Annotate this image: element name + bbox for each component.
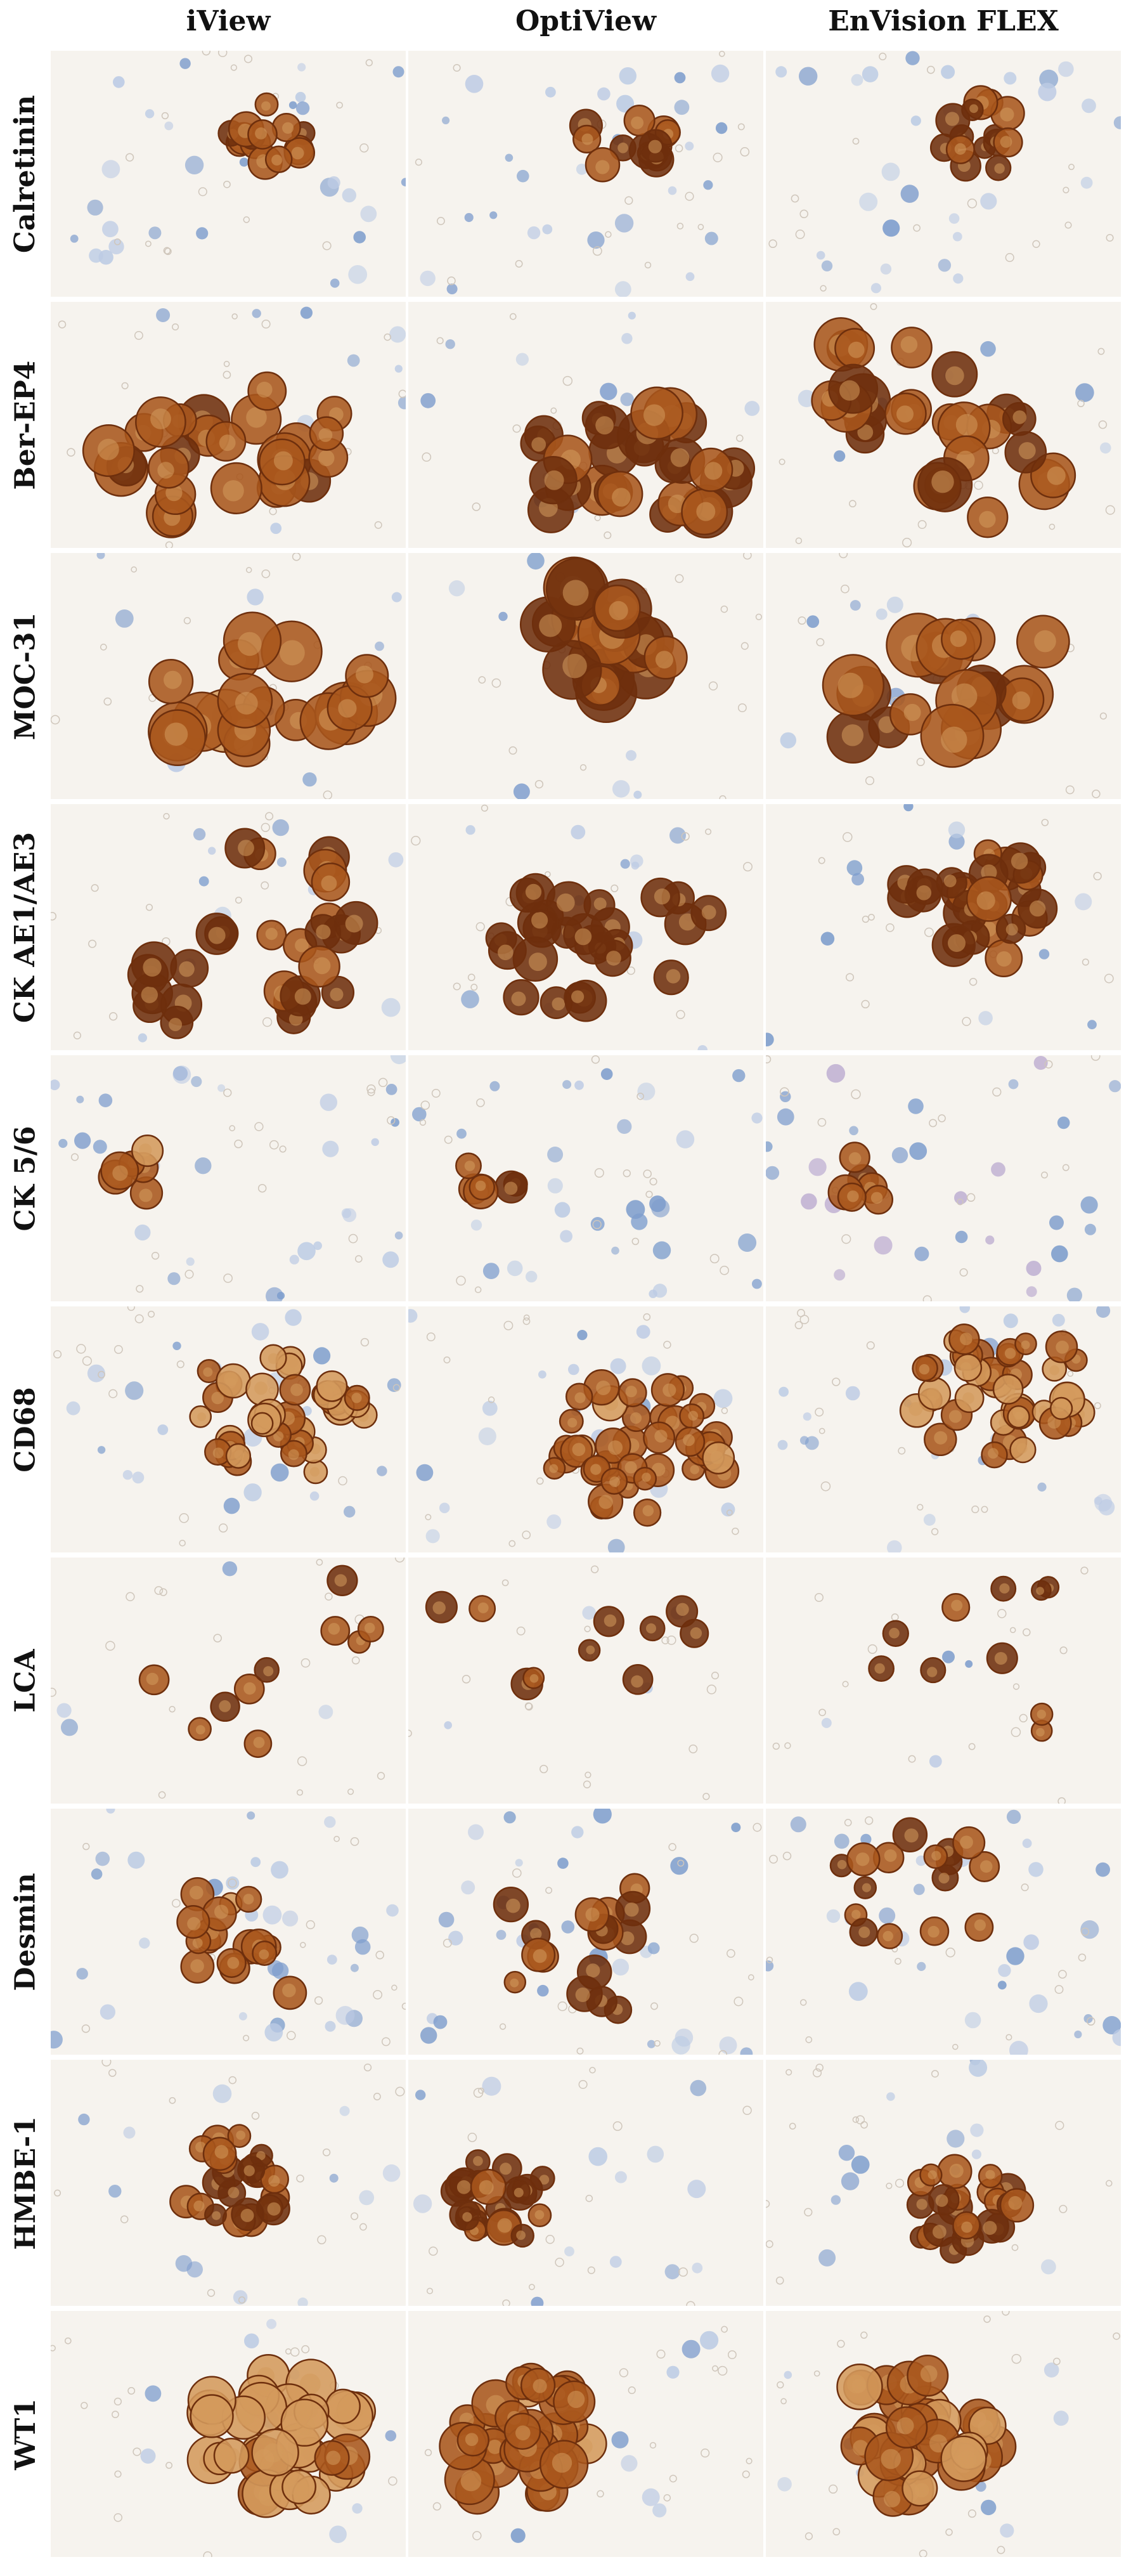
micrograph-hmbe-1-envision-flex (766, 2060, 1121, 2306)
micrograph-ber-ep4-envision-flex (766, 302, 1121, 548)
column-header-envision-flex: EnVision FLEX (828, 4, 1059, 37)
micrograph-ck-5-6-envision-flex (766, 1055, 1121, 1301)
micrograph-ber-ep4-optiview (408, 302, 763, 548)
micrograph-calretinin-optiview (408, 51, 763, 297)
row-label-moc-31: MOC-31 (9, 612, 42, 740)
row-label-desmin: Desmin (9, 1872, 42, 1991)
row-label-ck-5-6: CK 5/6 (9, 1126, 42, 1231)
row-label-hmbe-1: HMBE-1 (9, 2116, 42, 2250)
micrograph-moc-31-iview (51, 553, 406, 799)
micrograph-desmin-iview (51, 1809, 406, 2055)
row-label-calretinin: Calretinin (9, 94, 42, 253)
micrograph-ck-5-6-iview (51, 1055, 406, 1301)
micrograph-desmin-optiview (408, 1809, 763, 2055)
row-label-ber-ep4: Ber-EP4 (9, 360, 42, 490)
micrograph-ck-ae1-ae3-envision-flex (766, 804, 1121, 1050)
row-label-cd68: CD68 (9, 1386, 42, 1473)
row-label-lca: LCA (9, 1648, 42, 1713)
column-header-iview: iView (186, 4, 271, 37)
micrograph-ck-ae1-ae3-iview (51, 804, 406, 1050)
micrograph-calretinin-envision-flex (766, 51, 1121, 297)
micrograph-moc-31-envision-flex (766, 553, 1121, 799)
micrograph-moc-31-optiview (408, 553, 763, 799)
micrograph-lca-envision-flex (766, 1558, 1121, 1804)
micrograph-wt1-envision-flex (766, 2311, 1121, 2557)
micrograph-lca-iview (51, 1558, 406, 1804)
row-label-wt1: WT1 (9, 2398, 42, 2470)
column-header-optiview: OptiView (515, 4, 657, 37)
micrograph-hmbe-1-optiview (408, 2060, 763, 2306)
micrograph-wt1-iview (51, 2311, 406, 2557)
micrograph-ber-ep4-iview (51, 302, 406, 548)
micrograph-calretinin-iview (51, 51, 406, 297)
micrograph-lca-optiview (408, 1558, 763, 1804)
row-label-ck-ae1-ae3: CK AE1/AE3 (9, 831, 42, 1023)
micrograph-hmbe-1-iview (51, 2060, 406, 2306)
micrograph-ck-ae1-ae3-optiview (408, 804, 763, 1050)
micrograph-cd68-optiview (408, 1306, 763, 1552)
micrograph-desmin-envision-flex (766, 1809, 1121, 2055)
micrograph-ck-5-6-optiview (408, 1055, 763, 1301)
micrograph-wt1-optiview (408, 2311, 763, 2557)
micrograph-cd68-envision-flex (766, 1306, 1121, 1552)
micrograph-cd68-iview (51, 1306, 406, 1552)
